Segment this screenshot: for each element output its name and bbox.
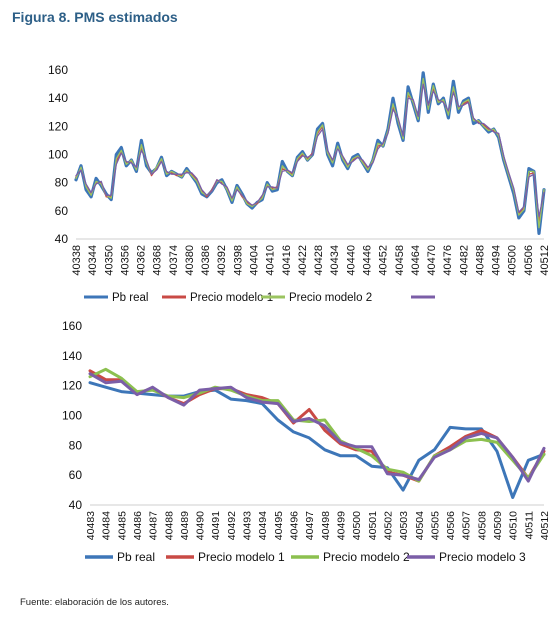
x-tick-label: 40493 [242, 511, 254, 540]
x-tick-label: 40368 [152, 245, 164, 276]
x-tick-label: 40488 [163, 511, 175, 540]
x-tick-label: 40362 [136, 245, 148, 276]
x-tick-label: 40356 [119, 245, 131, 276]
x-tick-label: 40488 [474, 245, 486, 276]
x-tick-label: 40506 [523, 245, 535, 276]
x-tick-label: 40392 [216, 245, 228, 276]
x-tick-label: 40452 [378, 245, 390, 276]
x-tick-label: 40434 [329, 245, 341, 276]
x-tick-label: 40440 [345, 245, 357, 276]
x-tick-label: 40512 [539, 245, 551, 276]
x-tick-label: 40350 [103, 245, 115, 276]
x-tick-label: 40505 [429, 511, 441, 540]
x-tick-label: 40410 [265, 245, 277, 276]
x-tick-label: 40506 [445, 511, 457, 540]
source-note: Fuente: elaboración de los autores. [20, 597, 169, 608]
y-tick-label: 60 [69, 468, 83, 482]
chart-pms-full-range: 40 60 80 100 120 140 160 40338 40344 40350 40356 40… [48, 63, 551, 304]
y-tick-label: 40 [55, 232, 69, 246]
x-tick-label: 40509 [492, 511, 504, 540]
series-line-3 [88, 367, 546, 483]
x-tick-label: 40512 [539, 511, 551, 540]
x-tick-label: 40470 [426, 245, 438, 276]
y-tick-label: 120 [48, 119, 68, 133]
figure-title: Figura 8. PMS estimados [12, 9, 178, 25]
legend-label-3: Precio modelo 2 [289, 292, 372, 304]
legend-label-2: Precio modelo 1 [190, 292, 273, 304]
y-tick-label: 120 [62, 379, 82, 393]
y-tick-label: 100 [48, 148, 68, 162]
x-tick-label: 40503 [398, 511, 410, 540]
x-tick-label: 40510 [508, 511, 520, 540]
x-tick-label: 40511 [523, 511, 535, 540]
series-line-4 [75, 83, 545, 218]
y-tick-label: 160 [62, 319, 82, 333]
x-tick-label: 40492 [226, 511, 238, 540]
x-tick-label: 40380 [184, 245, 196, 276]
y-tick-label: 80 [55, 176, 69, 190]
y-tick-label: 160 [48, 63, 68, 77]
x-tick-label: 40489 [179, 511, 191, 540]
x-tick-label: 40404 [249, 245, 261, 276]
x-tick-label: 40386 [200, 245, 212, 276]
legend-label-1: Pb real [112, 292, 148, 304]
x-tick-label: 40487 [148, 511, 160, 540]
x-tick-label: 40494 [257, 511, 269, 540]
x-tick-label: 40464 [410, 245, 422, 276]
y-tick-label: 60 [55, 204, 69, 218]
x-tick-label: 40446 [361, 245, 373, 276]
x-tick-label: 40458 [394, 245, 406, 276]
x-tick-label: 40485 [116, 511, 128, 540]
legend-label-2: Precio modelo 1 [198, 550, 285, 564]
x-tick-label: 40484 [101, 511, 113, 540]
legend-label-1: Pb real [117, 550, 155, 564]
x-tick-label: 40494 [491, 245, 503, 276]
x-tick-label: 40495 [273, 511, 285, 540]
x-tick-label: 40508 [476, 511, 488, 540]
x-tick-label: 40482 [458, 245, 470, 276]
series-line-4 [88, 372, 546, 483]
x-tick-label: 40398 [232, 245, 244, 276]
series-line-2 [88, 369, 546, 483]
x-tick-label: 40416 [281, 245, 293, 276]
x-tick-label: 40496 [289, 511, 301, 540]
x-tick-label: 40476 [442, 245, 454, 276]
y-tick-label: 140 [48, 91, 68, 105]
x-tick-label: 40338 [71, 245, 83, 276]
x-tick-label: 40483 [85, 511, 97, 540]
x-tick-label: 40497 [304, 511, 316, 540]
x-tick-label: 40344 [87, 245, 99, 276]
x-tick-label: 40499 [335, 511, 347, 540]
x-tick-label: 40422 [297, 245, 309, 276]
x-tick-label: 40490 [195, 511, 207, 540]
y-tick-label: 80 [69, 438, 83, 452]
legend-label-3: Precio modelo 2 [323, 550, 410, 564]
series-line-3 [75, 77, 545, 229]
x-tick-label: 40491 [210, 511, 222, 540]
x-tick-label: 40500 [507, 245, 519, 276]
x-tick-label: 40374 [168, 245, 180, 276]
x-tick-label: 40504 [414, 511, 426, 540]
legend-label-4: Precio modelo 3 [439, 550, 526, 564]
x-tick-label: 40498 [320, 511, 332, 540]
y-tick-label: 40 [69, 498, 83, 512]
x-tick-label: 40507 [461, 511, 473, 540]
x-tick-label: 40500 [351, 511, 363, 540]
x-tick-label: 40501 [367, 511, 379, 540]
x-tick-label: 40428 [313, 245, 325, 276]
x-tick-label: 40502 [382, 511, 394, 540]
x-tick-label: 40486 [132, 511, 144, 540]
y-tick-label: 140 [62, 349, 82, 363]
chart-pms-zoom-range: 40 60 80 100 120 140 160 40483 40484 40485 40486 40… [62, 319, 551, 564]
y-tick-label: 100 [62, 409, 82, 423]
